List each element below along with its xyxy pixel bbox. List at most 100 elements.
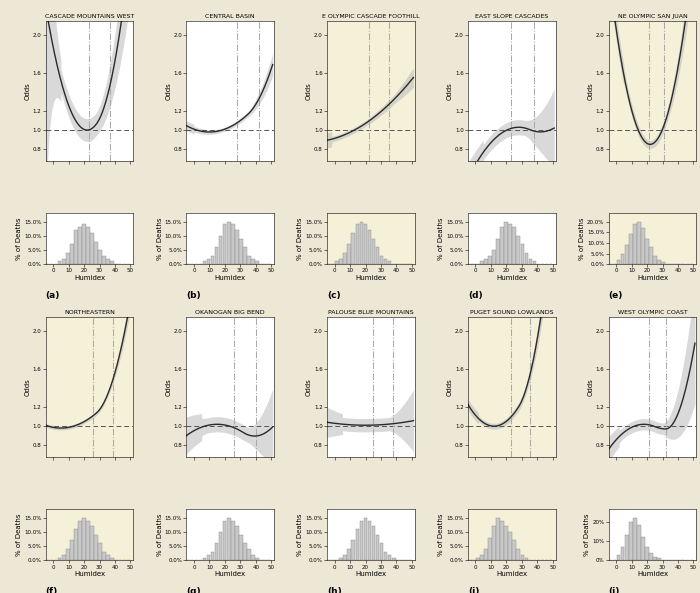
Bar <box>505 526 508 560</box>
Bar <box>82 518 85 560</box>
X-axis label: Humidex: Humidex <box>215 275 246 281</box>
Bar <box>62 259 66 264</box>
Bar <box>206 554 210 560</box>
Bar <box>239 535 243 560</box>
Bar <box>372 526 375 560</box>
Bar <box>223 224 227 264</box>
Bar <box>368 521 371 560</box>
X-axis label: Humidex: Humidex <box>356 571 386 577</box>
Bar <box>653 256 657 264</box>
Bar <box>637 525 640 560</box>
Bar <box>102 552 106 560</box>
Title: NORTHEASTERN: NORTHEASTERN <box>64 310 115 315</box>
Bar <box>376 535 379 560</box>
Bar <box>392 557 396 560</box>
Y-axis label: Odds: Odds <box>165 378 172 396</box>
Bar <box>521 554 524 560</box>
Bar <box>243 543 246 560</box>
Bar <box>231 521 234 560</box>
Bar <box>256 557 259 560</box>
Y-axis label: % of Deaths: % of Deaths <box>584 514 590 556</box>
Bar <box>202 557 206 560</box>
Title: NE OLYMPIC SAN JUAN: NE OLYMPIC SAN JUAN <box>617 14 687 19</box>
Text: (a): (a) <box>46 291 60 300</box>
X-axis label: Humidex: Humidex <box>637 275 668 281</box>
Bar <box>111 557 114 560</box>
Bar <box>231 224 234 264</box>
Bar <box>74 529 78 560</box>
Text: (e): (e) <box>608 291 623 300</box>
Title: PUGET SOUND LOWLANDS: PUGET SOUND LOWLANDS <box>470 310 554 315</box>
Bar <box>388 554 391 560</box>
Bar <box>633 224 636 264</box>
Y-axis label: Odds: Odds <box>306 378 312 396</box>
Title: CENTRAL BASIN: CENTRAL BASIN <box>205 14 255 19</box>
Bar <box>90 526 94 560</box>
Bar <box>521 244 524 264</box>
Text: (h): (h) <box>327 587 342 593</box>
Bar <box>247 549 251 560</box>
Y-axis label: % of Deaths: % of Deaths <box>298 218 303 260</box>
Bar <box>629 234 633 264</box>
Bar <box>480 262 484 264</box>
Bar <box>633 518 636 560</box>
Y-axis label: Odds: Odds <box>587 378 594 396</box>
Bar <box>227 518 230 560</box>
Bar <box>368 230 371 264</box>
Bar <box>363 224 368 264</box>
Bar <box>235 230 239 264</box>
Bar <box>70 540 74 560</box>
Bar <box>649 553 653 560</box>
Bar <box>351 540 355 560</box>
Bar <box>82 224 85 264</box>
Bar <box>106 554 110 560</box>
Bar <box>215 247 218 264</box>
Bar <box>496 238 500 264</box>
Bar <box>657 559 661 560</box>
Bar <box>488 256 492 264</box>
Bar <box>251 554 255 560</box>
X-axis label: Humidex: Humidex <box>74 571 105 577</box>
Y-axis label: % of Deaths: % of Deaths <box>579 218 585 260</box>
Bar <box>492 250 496 264</box>
Bar <box>251 259 255 264</box>
Bar <box>78 521 82 560</box>
Title: OKANOGAN BIG BEND: OKANOGAN BIG BEND <box>195 310 265 315</box>
Bar <box>484 259 488 264</box>
Bar <box>363 518 368 560</box>
Bar <box>347 244 351 264</box>
Bar <box>239 238 243 264</box>
Bar <box>524 253 528 264</box>
Bar <box>98 543 102 560</box>
Bar <box>223 521 227 560</box>
Bar <box>351 233 355 264</box>
Bar <box>508 532 512 560</box>
Bar <box>649 247 653 264</box>
Bar <box>512 540 516 560</box>
Text: (j): (j) <box>608 587 620 593</box>
Bar <box>645 547 649 560</box>
Bar <box>653 556 657 560</box>
Bar <box>70 244 74 264</box>
Bar <box>335 262 339 264</box>
Bar <box>340 557 343 560</box>
Bar <box>243 247 246 264</box>
Bar <box>78 227 82 264</box>
Bar <box>488 538 492 560</box>
Bar <box>356 224 359 264</box>
Bar <box>219 236 223 264</box>
Y-axis label: % of Deaths: % of Deaths <box>438 514 444 556</box>
Bar <box>347 549 351 560</box>
Y-axis label: Odds: Odds <box>587 82 594 100</box>
Bar <box>384 552 387 560</box>
Y-axis label: Odds: Odds <box>25 378 31 396</box>
Bar <box>94 241 98 264</box>
X-axis label: Humidex: Humidex <box>356 275 386 281</box>
X-axis label: Humidex: Humidex <box>74 275 105 281</box>
Bar <box>74 230 78 264</box>
Bar <box>505 222 508 264</box>
Bar <box>206 259 210 264</box>
Bar <box>629 522 633 560</box>
Y-axis label: % of Deaths: % of Deaths <box>157 218 162 260</box>
Bar <box>645 238 649 264</box>
